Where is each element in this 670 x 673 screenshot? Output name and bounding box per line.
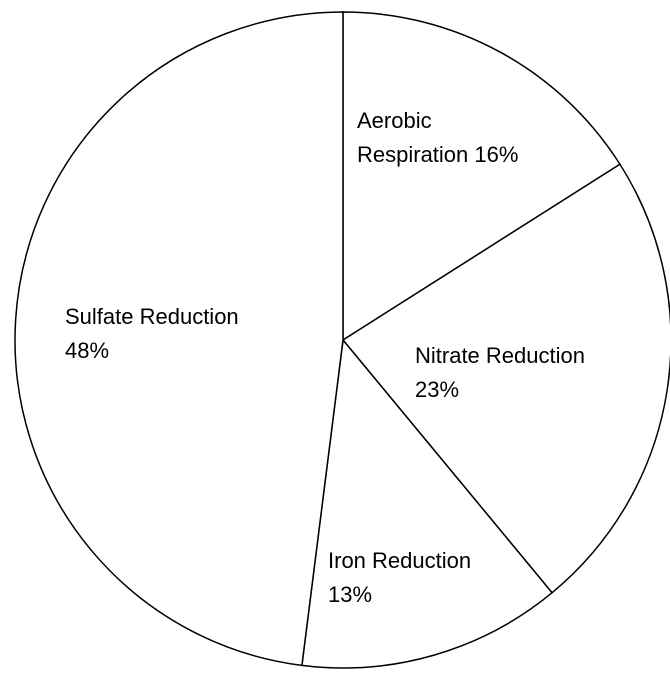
slice-label: Aerobic Respiration 16% xyxy=(357,104,532,172)
slice-label: Sulfate Reduction 48% xyxy=(65,300,265,368)
slice-name: Iron Reduction xyxy=(328,548,472,573)
slice-name: Sulfate Reduction xyxy=(65,304,239,329)
pie-slice xyxy=(14,11,344,667)
slice-label: Nitrate Reduction 23% xyxy=(415,339,635,407)
pie-slice xyxy=(342,11,621,342)
slice-value-label: 13% xyxy=(328,582,373,607)
pie-slice xyxy=(301,338,554,669)
pie-slice xyxy=(341,163,670,594)
slice-name: Aerobic Respiration xyxy=(357,108,469,167)
slice-value-label: 23% xyxy=(415,377,460,402)
slice-value-label: 48% xyxy=(65,338,110,363)
slice-label: Iron Reduction 13% xyxy=(328,544,478,612)
slice-name: Nitrate Reduction xyxy=(415,343,585,368)
slice-value-label: 16% xyxy=(474,142,519,167)
